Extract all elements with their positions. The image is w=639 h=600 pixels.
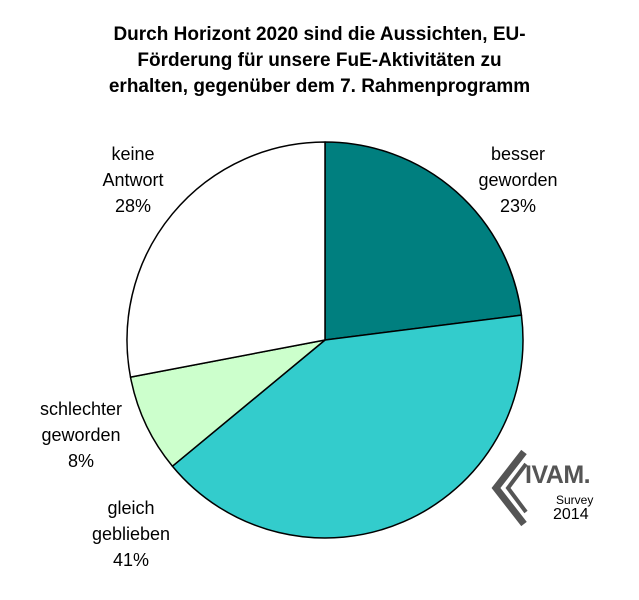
slice-percent-4: 28% <box>114 196 152 216</box>
logo-year: 2014 <box>553 506 589 523</box>
pie-slice-2 <box>171 314 524 539</box>
slice-percent-2: 41% <box>112 550 150 570</box>
logo-survey: Survey <box>556 493 594 507</box>
slice-label-text-4a: keine <box>111 144 155 164</box>
slice-label-text-3a: schlechter <box>39 399 123 419</box>
slice-label-text-4b: Antwort <box>102 170 164 190</box>
chart-title-line-3: erhalten, gegenüber dem 7. Rahmenprogram… <box>108 76 531 97</box>
slice-label-text-2a: gleich <box>107 498 155 518</box>
slice-label-text-1a: besser <box>490 144 546 164</box>
pie-slice-3 <box>129 339 326 467</box>
slice-percent-3: 8% <box>67 451 94 471</box>
slice-label-text-2b: geblieben <box>91 524 171 544</box>
slice-label-gleich-geblieben: gleich geblieben 41% <box>81 495 181 573</box>
pie-slice-4 <box>126 141 326 378</box>
slice-label-besser-geworden: besser geworden 23% <box>468 141 568 219</box>
slice-label-schlechter-geworden: schlechter geworden 8% <box>26 396 136 474</box>
pie-slice-1 <box>324 141 523 341</box>
slice-label-text-3b: geworden <box>41 425 121 445</box>
chart-title-line-2: Förderung für unsere FuE-Aktivitäten zu <box>137 50 502 71</box>
ivam-logo-mark <box>491 449 528 527</box>
slice-percent-1: 23% <box>499 196 537 216</box>
slice-label-text-1b: geworden <box>478 170 558 190</box>
logo-text: IVAM. <box>525 461 591 489</box>
chart-title-line-1: Durch Horizont 2020 sind die Aussichten,… <box>113 24 526 45</box>
slice-label-keine-antwort: keine Antwort 28% <box>83 141 183 219</box>
chart-title: Durch Horizont 2020 sind die Aussichten,… <box>20 22 619 100</box>
